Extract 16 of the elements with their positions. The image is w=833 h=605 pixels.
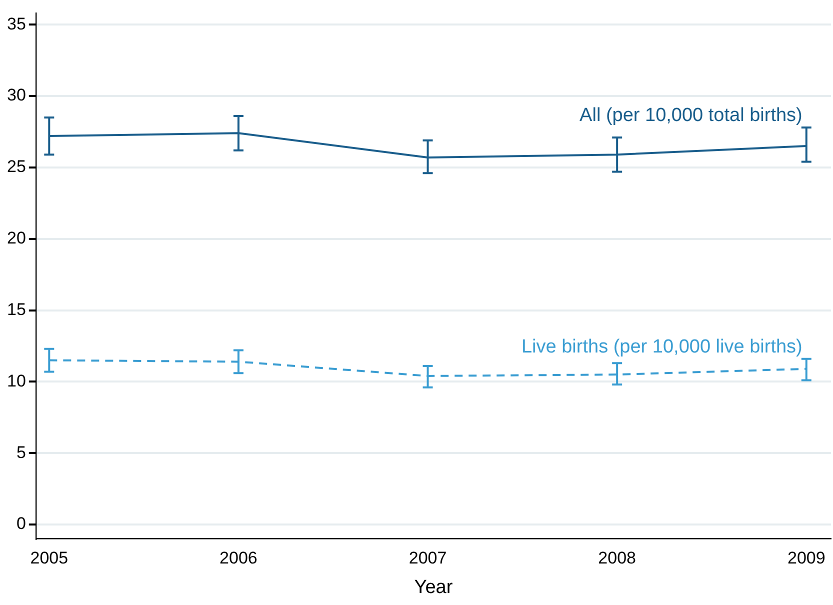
x-tick-label: 2006: [220, 548, 258, 568]
x-axis-title: Year: [414, 576, 454, 598]
x-tick-label: 2009: [787, 548, 826, 568]
series-label: All (per 10,000 total births): [580, 105, 802, 126]
x-tick-label: 2005: [30, 548, 68, 568]
y-tick-label: 25: [6, 157, 26, 176]
x-tick-label: 2008: [598, 548, 636, 568]
y-tick-label: 5: [16, 442, 26, 462]
y-tick-label: 20: [6, 228, 26, 248]
series-label: Live births (per 10,000 live births): [521, 336, 802, 358]
y-tick-label: 35: [6, 14, 26, 34]
y-tick-label: 30: [6, 86, 26, 105]
y-tick-label: 10: [6, 371, 26, 390]
x-tick-label: 2007: [408, 548, 447, 568]
y-tick-label: 0: [16, 514, 26, 534]
y-tick-label: 15: [6, 300, 26, 319]
